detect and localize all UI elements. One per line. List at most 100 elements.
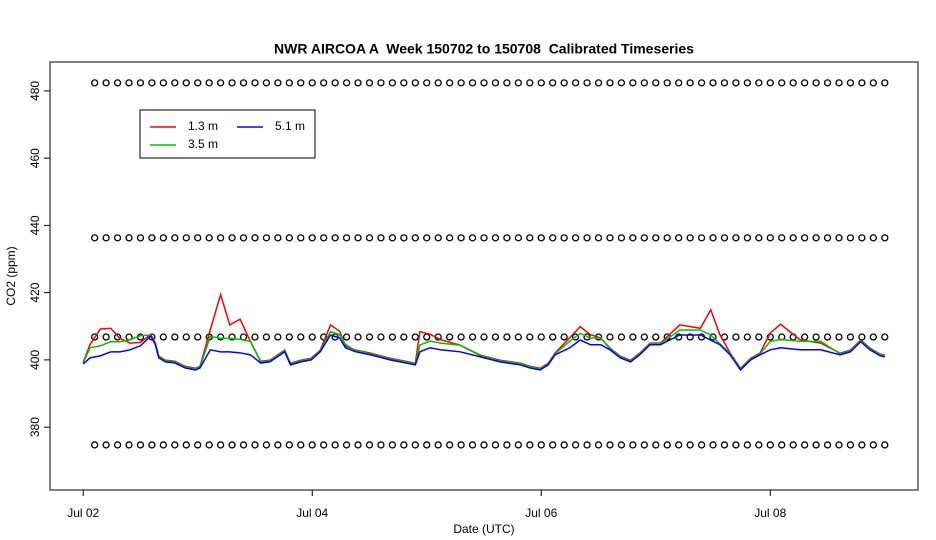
calibration-point bbox=[308, 333, 316, 341]
calibration-point bbox=[686, 441, 694, 449]
calibration-point bbox=[342, 441, 351, 449]
calibration-point bbox=[778, 79, 786, 87]
calibration-point bbox=[732, 234, 740, 242]
calibration-point bbox=[297, 441, 305, 449]
y-tick-label: 440 bbox=[28, 215, 42, 235]
calibration-point bbox=[411, 441, 419, 449]
calibration-point bbox=[182, 79, 190, 87]
calibration-point bbox=[881, 234, 889, 242]
plot-frame bbox=[49, 61, 919, 491]
calibration-point bbox=[491, 333, 500, 341]
calibration-point bbox=[686, 79, 694, 87]
calibration-point bbox=[91, 441, 99, 449]
calibration-point bbox=[468, 441, 477, 449]
calibration-point bbox=[732, 79, 740, 87]
calibration-point bbox=[823, 79, 832, 87]
calibration-point bbox=[297, 333, 305, 341]
calibration-point bbox=[148, 441, 156, 449]
calibration-point bbox=[812, 333, 820, 341]
calibration-point bbox=[331, 79, 339, 87]
calibration-point bbox=[640, 79, 648, 87]
calibration-point bbox=[709, 441, 717, 449]
calibration-point bbox=[434, 79, 442, 87]
calibration-point bbox=[720, 441, 729, 449]
calibration-point bbox=[686, 234, 694, 242]
calibration-point bbox=[869, 79, 877, 87]
calibration-point bbox=[709, 234, 717, 242]
calibration-point bbox=[297, 79, 305, 87]
calibration-point bbox=[846, 441, 855, 449]
calibration-point bbox=[755, 79, 763, 87]
calibration-point bbox=[251, 79, 259, 87]
calibration-point bbox=[205, 441, 213, 449]
calibration-point bbox=[652, 79, 660, 87]
calibration-point bbox=[881, 79, 889, 87]
calibration-point bbox=[629, 333, 637, 341]
calibration-point bbox=[400, 234, 408, 242]
calibration-point bbox=[91, 333, 99, 341]
calibration-point bbox=[285, 79, 293, 87]
calibration-point bbox=[400, 333, 408, 341]
calibration-point bbox=[640, 441, 648, 449]
calibration-point bbox=[445, 234, 454, 242]
calibration-point bbox=[102, 79, 110, 87]
calibration-point bbox=[182, 333, 190, 341]
calibration-point bbox=[526, 333, 534, 341]
calibration-point bbox=[228, 441, 236, 449]
calibration-point bbox=[594, 234, 603, 242]
calibration-point bbox=[594, 441, 603, 449]
calibration-point bbox=[468, 333, 477, 341]
calibration-point bbox=[365, 234, 374, 242]
calibration-point bbox=[388, 441, 397, 449]
calibration-point bbox=[514, 441, 523, 449]
y-tick-label: 420 bbox=[28, 282, 42, 302]
calibration-point bbox=[194, 234, 202, 242]
y-axis-label: CO2 (ppm) bbox=[4, 246, 18, 305]
calibration-point bbox=[285, 234, 293, 242]
calibration-point bbox=[125, 441, 133, 449]
x-axis-label: Date (UTC) bbox=[453, 522, 514, 536]
calibration-point bbox=[400, 79, 408, 87]
x-tick-label: Jul 02 bbox=[67, 506, 99, 520]
calibration-point bbox=[766, 441, 774, 449]
calibration-point bbox=[365, 333, 374, 341]
calibration-point bbox=[709, 79, 717, 87]
calibration-point bbox=[125, 79, 133, 87]
calibration-point bbox=[503, 333, 511, 341]
calibration-point bbox=[445, 441, 454, 449]
calibration-point bbox=[537, 79, 545, 87]
calibration-point bbox=[113, 234, 122, 242]
calibration-point bbox=[136, 441, 145, 449]
calibration-point bbox=[526, 441, 534, 449]
calibration-point bbox=[606, 333, 614, 341]
calibration-point bbox=[457, 333, 465, 341]
calibration-point bbox=[445, 333, 454, 341]
calibration-point bbox=[365, 441, 374, 449]
calibration-point bbox=[251, 333, 259, 341]
calibration-point bbox=[342, 79, 351, 87]
calibration-point bbox=[423, 441, 431, 449]
calibration-point bbox=[308, 234, 316, 242]
calibration-point bbox=[342, 234, 351, 242]
calibration-point bbox=[789, 441, 797, 449]
calibration-point bbox=[194, 441, 202, 449]
calibration-point bbox=[663, 79, 671, 87]
calibration-point bbox=[697, 79, 706, 87]
calibration-point bbox=[159, 234, 168, 242]
calibration-point bbox=[285, 333, 293, 341]
calibration-point bbox=[571, 441, 580, 449]
calibration-point bbox=[377, 234, 385, 242]
calibration-point bbox=[411, 333, 419, 341]
calibration-point bbox=[697, 234, 706, 242]
calibration-point bbox=[285, 441, 293, 449]
calibration-point bbox=[514, 79, 523, 87]
calibration-point bbox=[560, 441, 568, 449]
calibration-point bbox=[159, 333, 168, 341]
legend-label: 1.3 m bbox=[188, 119, 218, 133]
series-line bbox=[82, 334, 885, 372]
calibration-point bbox=[491, 441, 500, 449]
calibration-point bbox=[308, 441, 316, 449]
calibration-point bbox=[171, 79, 179, 87]
calibration-point bbox=[445, 79, 454, 87]
